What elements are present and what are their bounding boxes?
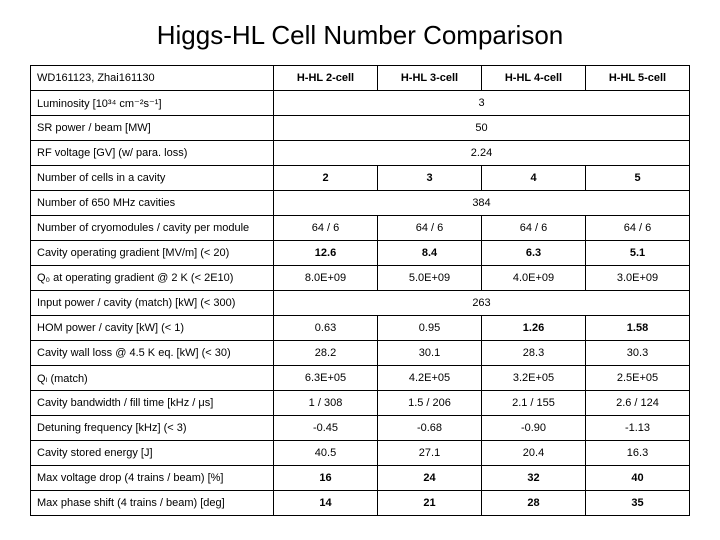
col-header: H-HL 4-cell <box>482 66 586 91</box>
data-cell: 1 / 308 <box>274 391 378 416</box>
data-cell: 8.4 <box>378 241 482 266</box>
data-cell: 0.63 <box>274 316 378 341</box>
data-cell: 27.1 <box>378 441 482 466</box>
data-cell: 1.58 <box>586 316 690 341</box>
row-label: Cavity bandwidth / fill time [kHz / μs] <box>31 391 274 416</box>
data-cell: -0.90 <box>482 416 586 441</box>
row-label: Cavity operating gradient [MV/m] (< 20) <box>31 241 274 266</box>
data-cell: 64 / 6 <box>482 216 586 241</box>
data-cell: 50 <box>274 116 690 141</box>
page-title: Higgs-HL Cell Number Comparison <box>30 20 690 51</box>
data-cell: 40 <box>586 466 690 491</box>
data-cell: 20.4 <box>482 441 586 466</box>
row-label: Cavity wall loss @ 4.5 K eq. [kW] (< 30) <box>31 341 274 366</box>
col-header: H-HL 5-cell <box>586 66 690 91</box>
data-cell: 5 <box>586 166 690 191</box>
data-cell: 3 <box>274 91 690 116</box>
data-cell: 4.0E+09 <box>482 266 586 291</box>
data-cell: 2 <box>274 166 378 191</box>
row-label: Max phase shift (4 trains / beam) [deg] <box>31 491 274 516</box>
comparison-table: WD161123, Zhai161130 H-HL 2-cell H-HL 3-… <box>30 65 690 516</box>
data-cell: 384 <box>274 191 690 216</box>
data-cell: 3.0E+09 <box>586 266 690 291</box>
data-cell: 4 <box>482 166 586 191</box>
data-cell: 32 <box>482 466 586 491</box>
row-label: Max voltage drop (4 trains / beam) [%] <box>31 466 274 491</box>
row-label: HOM power / cavity [kW] (< 1) <box>31 316 274 341</box>
data-cell: 28.3 <box>482 341 586 366</box>
data-cell: 64 / 6 <box>378 216 482 241</box>
data-cell: 30.3 <box>586 341 690 366</box>
col-header: H-HL 2-cell <box>274 66 378 91</box>
data-cell: 35 <box>586 491 690 516</box>
row-label: Qₗ (match) <box>31 366 274 391</box>
data-cell: 5.0E+09 <box>378 266 482 291</box>
data-cell: 6.3 <box>482 241 586 266</box>
data-cell: 2.1 / 155 <box>482 391 586 416</box>
data-cell: 5.1 <box>586 241 690 266</box>
data-cell: 2.24 <box>274 141 690 166</box>
data-cell: 30.1 <box>378 341 482 366</box>
row-label: Number of cryomodules / cavity per modul… <box>31 216 274 241</box>
row-label: Cavity stored energy [J] <box>31 441 274 466</box>
data-cell: 64 / 6 <box>274 216 378 241</box>
data-cell: 3 <box>378 166 482 191</box>
data-cell: 64 / 6 <box>586 216 690 241</box>
data-cell: 4.2E+05 <box>378 366 482 391</box>
row-label: Number of cells in a cavity <box>31 166 274 191</box>
row-label: RF voltage [GV] (w/ para. loss) <box>31 141 274 166</box>
row-label: Q₀ at operating gradient @ 2 K (< 2E10) <box>31 266 274 291</box>
data-cell: 28.2 <box>274 341 378 366</box>
data-cell: 14 <box>274 491 378 516</box>
data-cell: 8.0E+09 <box>274 266 378 291</box>
data-cell: 12.6 <box>274 241 378 266</box>
data-cell: 263 <box>274 291 690 316</box>
row-label: Input power / cavity (match) [kW] (< 300… <box>31 291 274 316</box>
corner-cell: WD161123, Zhai161130 <box>31 66 274 91</box>
data-cell: -0.68 <box>378 416 482 441</box>
data-cell: -1.13 <box>586 416 690 441</box>
data-cell: 16.3 <box>586 441 690 466</box>
data-cell: -0.45 <box>274 416 378 441</box>
data-cell: 0.95 <box>378 316 482 341</box>
data-cell: 40.5 <box>274 441 378 466</box>
data-cell: 21 <box>378 491 482 516</box>
col-header: H-HL 3-cell <box>378 66 482 91</box>
data-cell: 3.2E+05 <box>482 366 586 391</box>
data-cell: 6.3E+05 <box>274 366 378 391</box>
data-cell: 2.5E+05 <box>586 366 690 391</box>
row-label: Luminosity [10³⁴ cm⁻²s⁻¹] <box>31 91 274 116</box>
data-cell: 28 <box>482 491 586 516</box>
row-label: Number of 650 MHz cavities <box>31 191 274 216</box>
data-cell: 16 <box>274 466 378 491</box>
data-cell: 1.26 <box>482 316 586 341</box>
data-cell: 24 <box>378 466 482 491</box>
row-label: SR power / beam [MW] <box>31 116 274 141</box>
data-cell: 1.5 / 206 <box>378 391 482 416</box>
data-cell: 2.6 / 124 <box>586 391 690 416</box>
row-label: Detuning frequency [kHz] (< 3) <box>31 416 274 441</box>
